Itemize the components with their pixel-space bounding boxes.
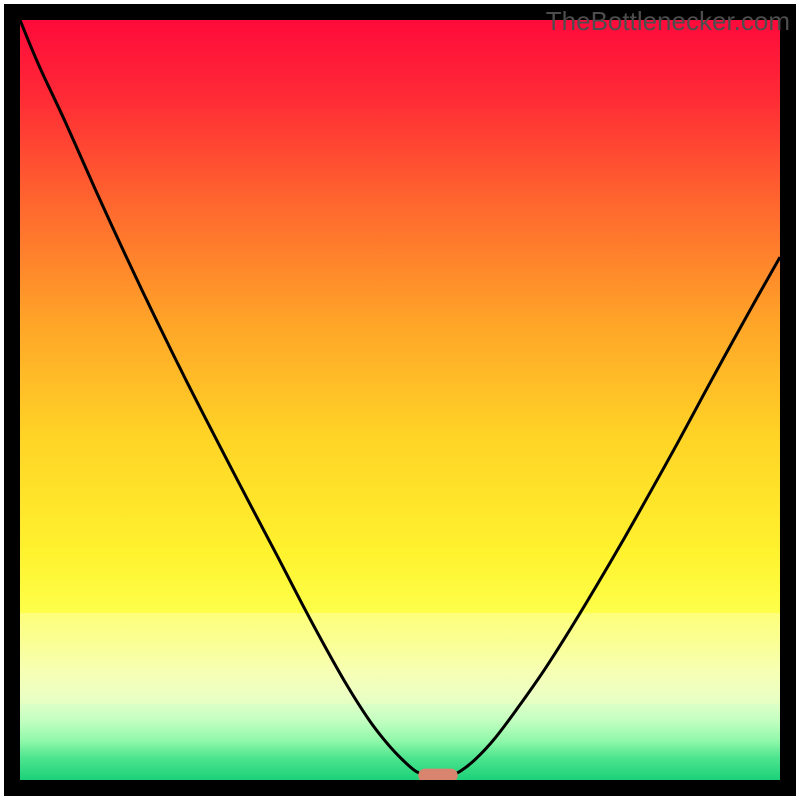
attribution-label: TheBottlenecker.com bbox=[546, 6, 790, 37]
chart-root: TheBottlenecker.com bbox=[0, 0, 800, 800]
chart-frame bbox=[4, 4, 796, 796]
